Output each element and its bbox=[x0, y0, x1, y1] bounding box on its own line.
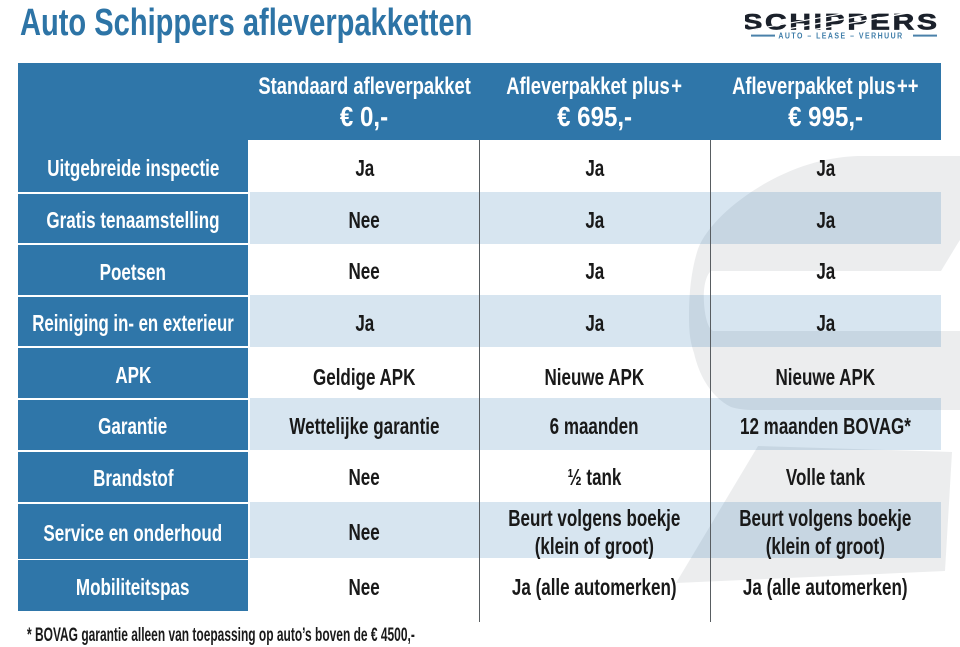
svg-text:AUTO – LEASE – VERHUUR: AUTO – LEASE – VERHUUR bbox=[778, 31, 903, 41]
